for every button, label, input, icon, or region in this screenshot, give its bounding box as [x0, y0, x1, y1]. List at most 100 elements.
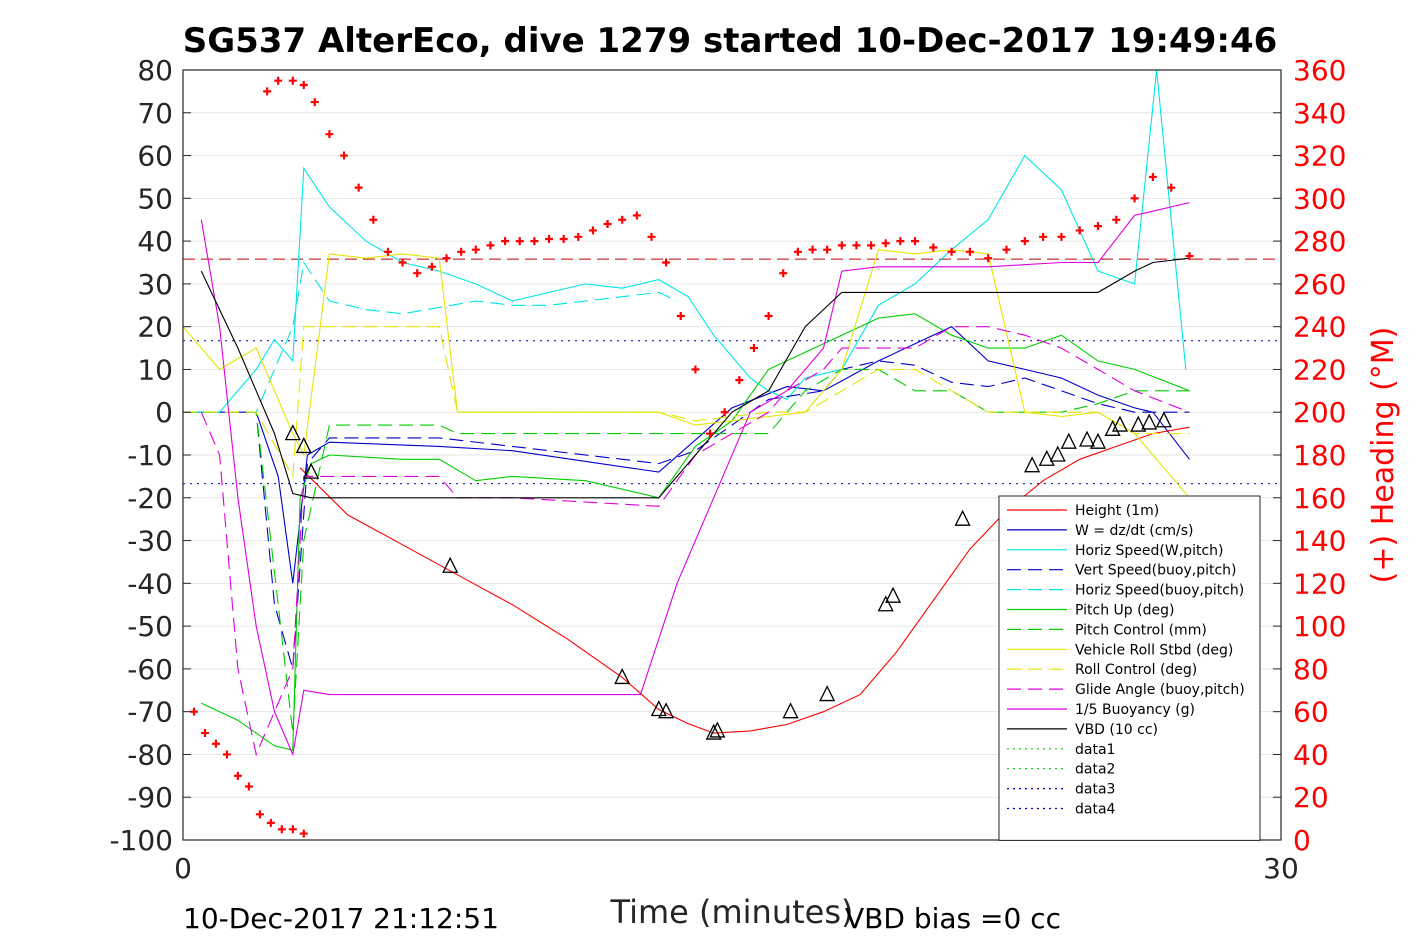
right-tick-label: 280 — [1293, 225, 1346, 258]
triangle-marker — [782, 702, 799, 719]
triangle-marker — [1089, 432, 1107, 449]
right-tick-label: 140 — [1293, 525, 1346, 558]
triangle-marker — [650, 700, 667, 717]
heading-point — [515, 237, 524, 246]
right-tick-label: 300 — [1293, 182, 1346, 215]
x-tick-label: 30 — [1263, 852, 1299, 885]
right-tick-label: 160 — [1293, 482, 1346, 515]
heading-point — [929, 243, 938, 252]
triangle-markers — [284, 411, 1172, 740]
heading-point — [1075, 226, 1084, 235]
heading-point — [413, 269, 422, 278]
heading-point — [255, 810, 264, 819]
heading-point — [310, 98, 319, 107]
right-tick-label: 20 — [1293, 781, 1329, 814]
heading-point — [369, 215, 378, 224]
left-tick-label: -100 — [109, 824, 173, 857]
heading-point — [457, 247, 466, 256]
right-tick-label: 360 — [1293, 54, 1346, 87]
heading-point — [398, 258, 407, 267]
heading-point — [189, 707, 198, 716]
heading-point — [662, 258, 671, 267]
legend-label: Horiz Speed(W,pitch) — [1075, 543, 1223, 559]
heading-point — [559, 234, 568, 243]
legend-label: Vert Speed(buoy,pitch) — [1075, 563, 1237, 579]
right-tick-label: 180 — [1293, 439, 1346, 472]
heading-point — [299, 80, 308, 89]
left-tick-label: -80 — [127, 738, 173, 771]
right-tick-label: 320 — [1293, 140, 1346, 173]
heading-point — [808, 245, 817, 254]
triangle-marker — [614, 667, 631, 685]
heading-point — [288, 76, 297, 85]
heading-point — [1002, 245, 1011, 254]
heading-point — [1130, 194, 1139, 203]
legend-box — [998, 495, 1261, 841]
heading-point — [947, 247, 956, 256]
left-tick-label: 40 — [137, 225, 173, 258]
heading-point — [837, 241, 846, 250]
heading-point — [1094, 222, 1102, 231]
right-tick-label: 200 — [1293, 396, 1346, 429]
triangle-marker — [1141, 413, 1158, 430]
heading-point — [1057, 232, 1066, 241]
heading-point — [442, 254, 451, 263]
heading-point — [263, 87, 272, 96]
heading-point — [486, 241, 495, 250]
heading-point — [632, 211, 641, 220]
heading-point — [244, 782, 253, 791]
right-tick-label: 0 — [1293, 824, 1311, 857]
heading-point — [574, 232, 583, 241]
left-tick-label: -90 — [127, 781, 173, 814]
left-tick-label: -10 — [127, 439, 173, 472]
legend-label: W = dz/dt (cm/s) — [1075, 523, 1194, 539]
heading-point — [471, 245, 480, 254]
series-line-10 — [200, 202, 1190, 757]
legend-label: Height (1m) — [1075, 503, 1159, 519]
series-line-2 — [183, 69, 1187, 413]
left-tick-label: 20 — [137, 311, 173, 344]
legend-label: data4 — [1075, 802, 1116, 818]
left-tick-label: 70 — [137, 97, 173, 130]
triangle-marker — [1049, 445, 1066, 462]
series-line-8 — [183, 326, 1190, 479]
heading-point — [1039, 232, 1048, 241]
heading-point — [211, 739, 220, 748]
heading-point — [965, 247, 974, 256]
legend-label: Glide Angle (buoy,pitch) — [1075, 682, 1245, 698]
left-tick-label: 50 — [137, 182, 173, 215]
heading-point — [881, 239, 890, 248]
right-tick-label: 260 — [1293, 268, 1346, 301]
left-tick-label: -50 — [127, 610, 173, 643]
triangle-marker — [877, 595, 894, 612]
right-axis-ticks: 3603403203002802602402202001801601401201… — [1273, 54, 1346, 857]
left-tick-label: 0 — [155, 396, 173, 429]
heading-point — [277, 825, 286, 834]
heading-point — [691, 365, 700, 374]
legend-label: data1 — [1075, 742, 1115, 758]
heading-point — [984, 254, 993, 263]
left-tick-label: 10 — [137, 353, 173, 386]
left-tick-label: -40 — [127, 567, 173, 600]
right-tick-label: 220 — [1293, 353, 1346, 386]
heading-point — [735, 376, 744, 385]
heading-point — [354, 183, 363, 192]
heading-point — [299, 829, 308, 838]
left-axis-ticks: 80 70 60 50 40 30 20 10 0 -10 -20 -30 -40 -50 -60 -70 -8… — [109, 54, 191, 857]
x-axis-label: Time (minutes) — [610, 893, 854, 931]
left-tick-label: 80 — [137, 54, 173, 87]
series-line-1 — [183, 326, 1190, 584]
heading-point — [588, 226, 597, 235]
heading-point — [867, 241, 876, 250]
heading-point — [896, 237, 905, 246]
heading-point — [911, 237, 919, 246]
triangle-marker — [819, 685, 836, 702]
chart-title: SG537 AlterEco, dive 1279 started 10-Dec… — [183, 21, 1278, 61]
triangle-marker — [1111, 415, 1129, 432]
footer-timestamp: 10-Dec-2017 21:12:51 — [183, 902, 499, 935]
heading-point — [764, 311, 773, 320]
heading-point — [427, 262, 436, 271]
legend-label: Vehicle Roll Stbd (deg) — [1075, 642, 1233, 658]
legend-label: data2 — [1075, 762, 1115, 778]
triangle-marker — [1038, 449, 1055, 466]
